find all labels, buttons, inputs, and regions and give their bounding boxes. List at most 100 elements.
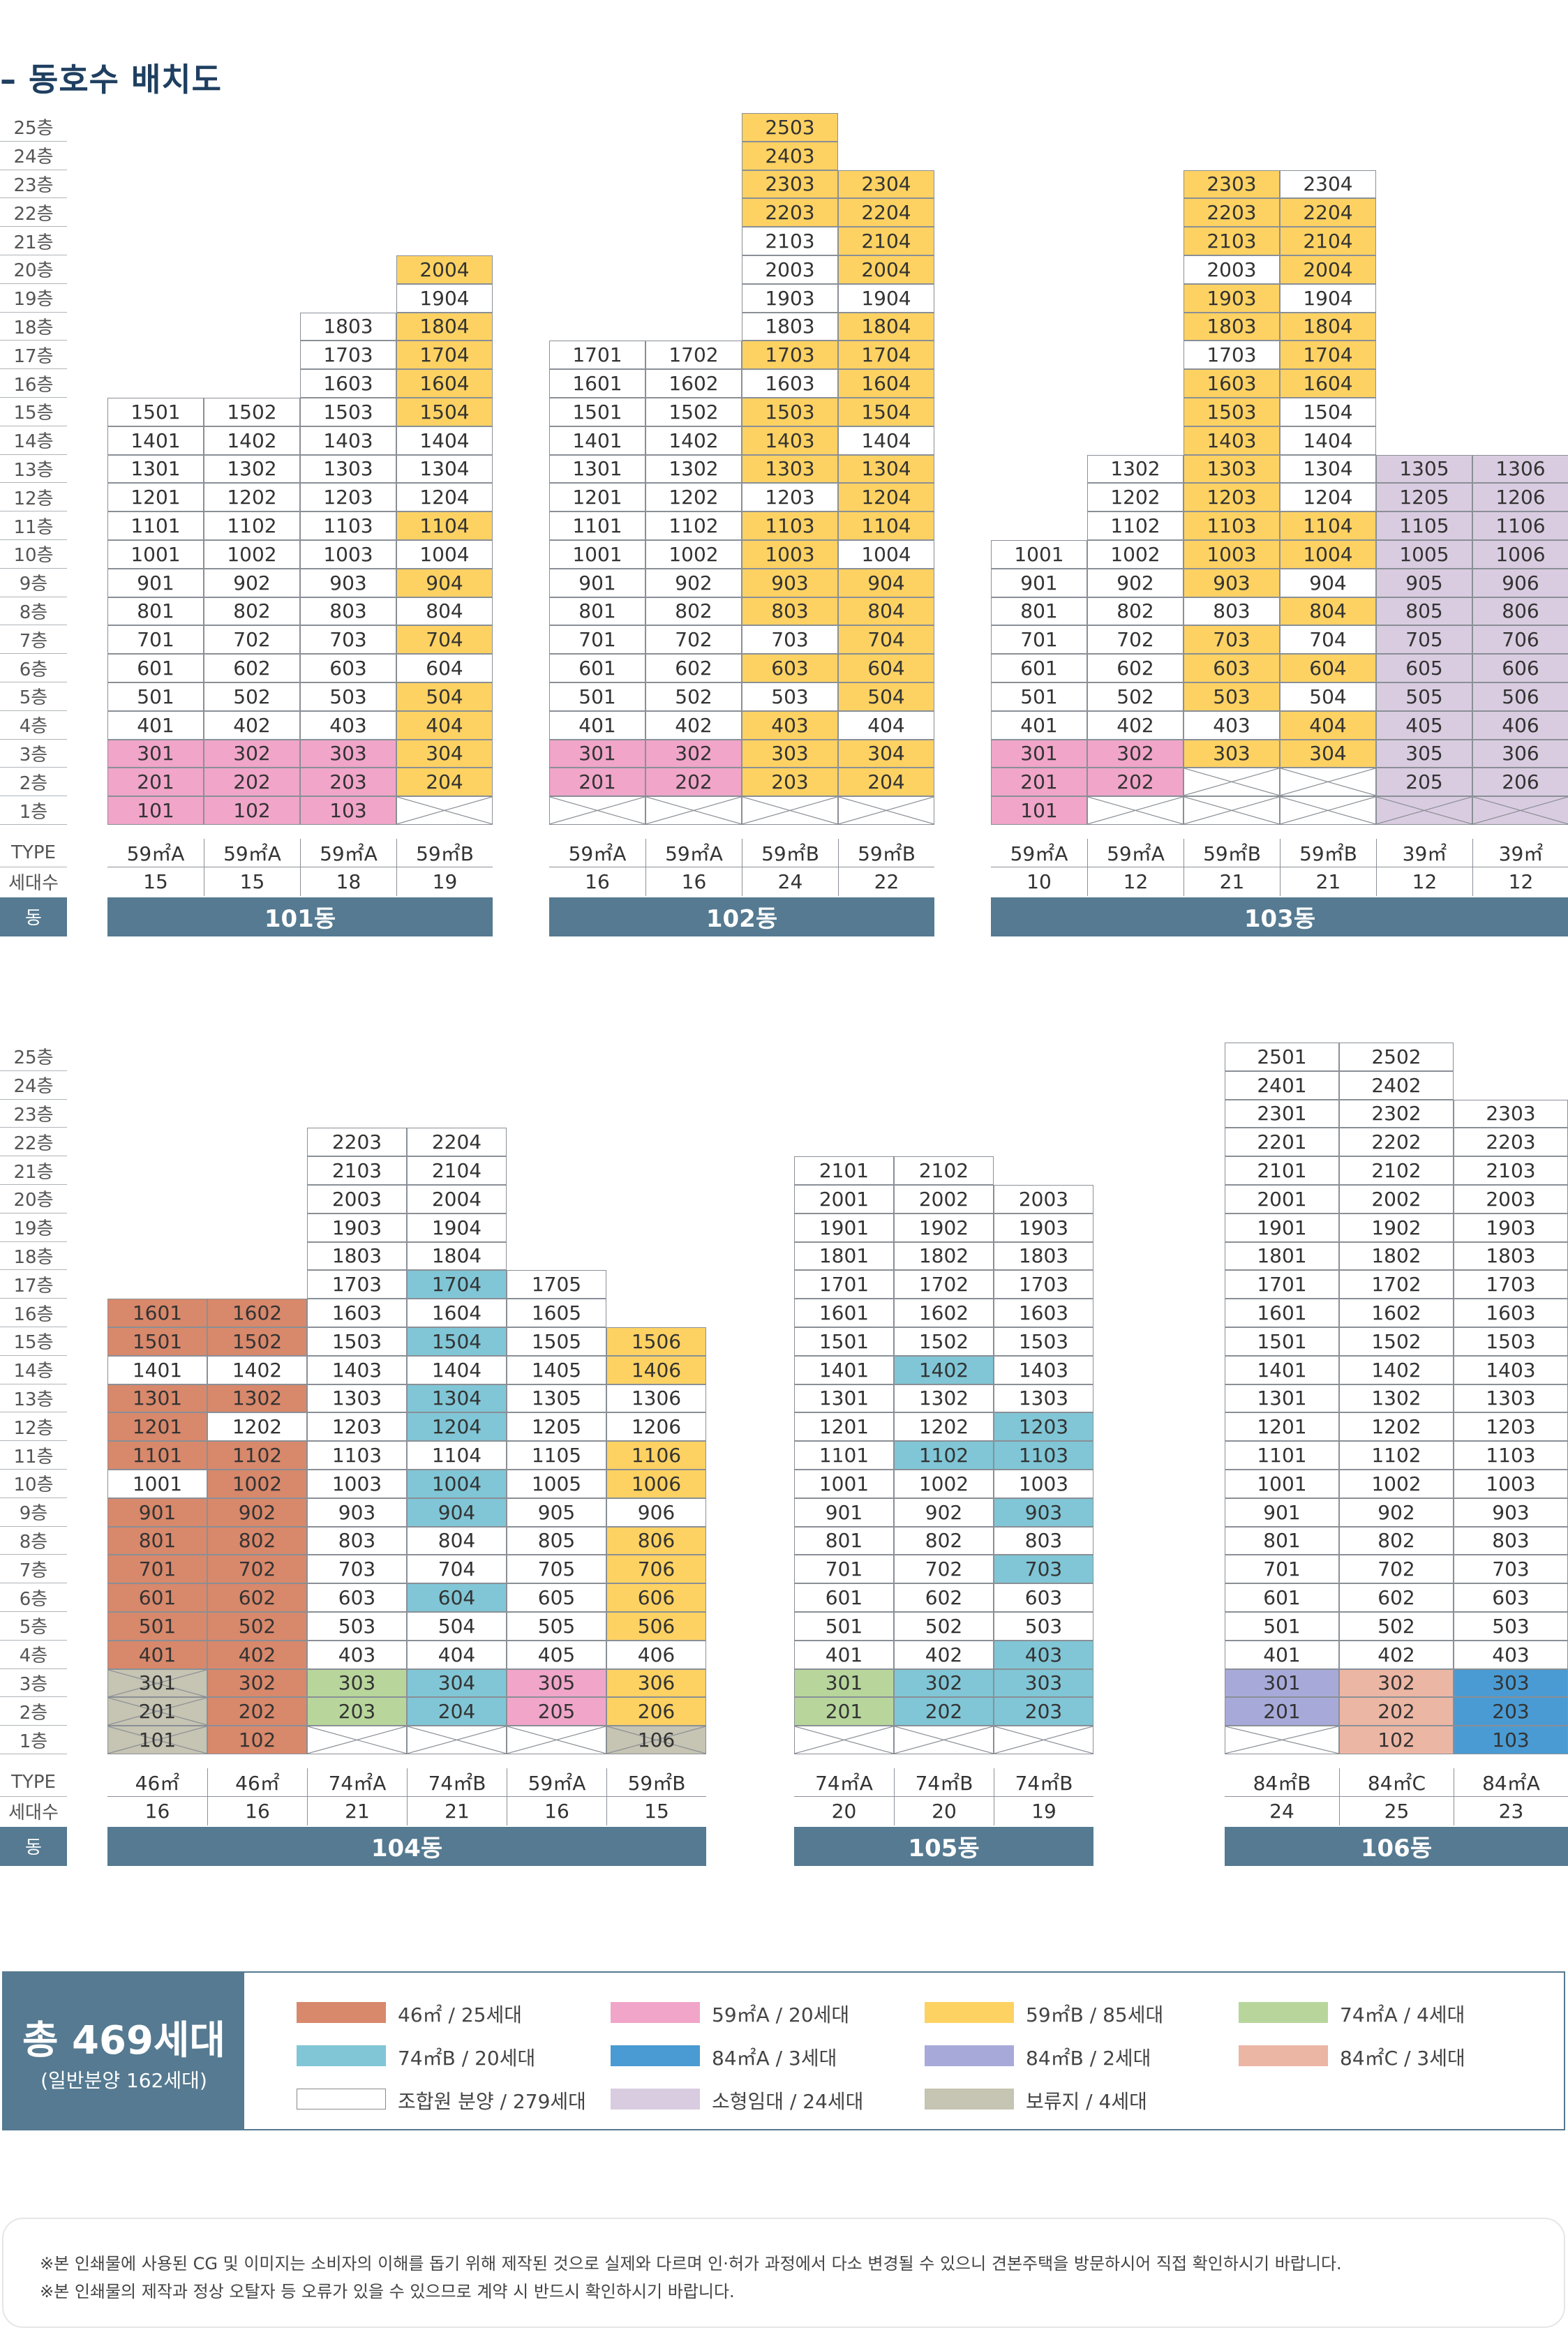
unit-type: 59㎡B bbox=[838, 839, 934, 867]
floor-label: 14층 bbox=[0, 426, 67, 455]
unit-cell: 1703 bbox=[742, 341, 838, 370]
empty-unit-cell bbox=[1184, 796, 1280, 825]
unit-number: 1106 bbox=[631, 1444, 682, 1468]
unit-cell: 401 bbox=[1225, 1640, 1339, 1669]
unit-cell: 1004 bbox=[396, 540, 493, 569]
unit-cell: 1201 bbox=[1225, 1412, 1339, 1442]
unit-number: 1002 bbox=[1371, 1472, 1421, 1495]
unit-number: 301 bbox=[825, 1671, 863, 1695]
unit-number: 804 bbox=[438, 1529, 476, 1553]
unit-number: 1201 bbox=[132, 1415, 183, 1439]
unit-cell: 1904 bbox=[407, 1213, 507, 1242]
unit-cell: 1104 bbox=[1280, 511, 1376, 540]
unit-number: 905 bbox=[1405, 571, 1443, 595]
unit-cell: 206 bbox=[606, 1697, 706, 1726]
floor-label: 4층 bbox=[0, 711, 67, 740]
floor-label: 5층 bbox=[0, 682, 67, 711]
unit-cell: 101 bbox=[107, 796, 204, 825]
unit-number: 1604 bbox=[419, 372, 470, 396]
unit-cell: 1601 bbox=[549, 369, 645, 398]
unit-cell: 1001 bbox=[794, 1470, 894, 1498]
unit-cell: 1002 bbox=[645, 540, 742, 569]
unit-cell: 1903 bbox=[742, 283, 838, 313]
unit-number: 1602 bbox=[918, 1301, 969, 1325]
unit-cell: 601 bbox=[107, 1583, 207, 1612]
unit-cell: 1303 bbox=[1454, 1384, 1568, 1413]
unit-number: 1105 bbox=[531, 1444, 582, 1468]
unit-number: 801 bbox=[1020, 599, 1058, 623]
unit-number: 1501 bbox=[572, 400, 622, 424]
unit-number: 804 bbox=[1309, 599, 1347, 623]
unit-count: 12 bbox=[1376, 867, 1472, 896]
unit-cell: 301 bbox=[991, 739, 1087, 768]
floor-label: 19층 bbox=[0, 284, 67, 313]
unit-number: 1502 bbox=[918, 1329, 969, 1353]
unit-number: 1002 bbox=[1110, 542, 1160, 566]
unit-number: 302 bbox=[1117, 742, 1154, 766]
unit-type: 39㎡ bbox=[1376, 839, 1472, 867]
unit-number: 1603 bbox=[1486, 1301, 1536, 1325]
unit-cell: 1002 bbox=[204, 540, 300, 569]
unit-cell: 1103 bbox=[300, 511, 396, 540]
unit-number: 703 bbox=[1213, 628, 1250, 652]
unit-cell: 703 bbox=[307, 1555, 407, 1584]
unit-number: 306 bbox=[1502, 742, 1539, 766]
unit-cell: 1401 bbox=[107, 426, 204, 455]
unit-cell: 2103 bbox=[307, 1156, 407, 1185]
unit-cell: 203 bbox=[994, 1697, 1093, 1726]
floor-label: 2층 bbox=[0, 1697, 67, 1726]
unit-number: 1501 bbox=[1257, 1329, 1307, 1353]
unit-cell: 904 bbox=[838, 568, 934, 597]
unit-cell: 1501 bbox=[107, 1327, 207, 1356]
unit-number: 1203 bbox=[765, 486, 815, 509]
unit-cell: 804 bbox=[407, 1526, 507, 1555]
unit-cell: 801 bbox=[107, 1526, 207, 1555]
unit-number: 401 bbox=[1263, 1643, 1301, 1666]
unit-count: 15 bbox=[107, 867, 204, 896]
unit-cell: 501 bbox=[794, 1612, 894, 1641]
unit-number: 1703 bbox=[765, 343, 815, 367]
unit-cell: 1304 bbox=[838, 454, 934, 484]
unit-cell: 1301 bbox=[794, 1384, 894, 1413]
unit-number: 1003 bbox=[1018, 1472, 1069, 1495]
unit-cell: 704 bbox=[396, 625, 493, 655]
unit-cell: 1604 bbox=[1280, 369, 1376, 398]
unit-number: 2003 bbox=[1486, 1187, 1536, 1211]
unit-cell: 1204 bbox=[838, 483, 934, 512]
unit-cell: 401 bbox=[549, 710, 645, 740]
unit-cell: 1603 bbox=[1184, 369, 1280, 398]
unit-type: 74㎡B bbox=[994, 1768, 1093, 1797]
unit-number: 1501 bbox=[132, 1329, 183, 1353]
floor-label: 8층 bbox=[0, 597, 67, 626]
unit-number: 202 bbox=[1117, 770, 1154, 794]
floor-label: 9층 bbox=[0, 569, 67, 597]
unit-cell: 702 bbox=[207, 1555, 307, 1584]
unit-number: 1502 bbox=[227, 400, 277, 424]
legend-label: 조합원 분양 / 279세대 bbox=[398, 2090, 586, 2113]
unit-number: 303 bbox=[329, 742, 367, 766]
unit-cell: 605 bbox=[1376, 654, 1472, 682]
unit-number: 1304 bbox=[419, 457, 470, 481]
legend-label: 74㎡B / 20세대 bbox=[398, 2047, 536, 2070]
unit-number: 1104 bbox=[861, 514, 911, 538]
unit-type: 74㎡B bbox=[407, 1768, 507, 1797]
unit-number: 1603 bbox=[1018, 1301, 1069, 1325]
empty-unit-cell bbox=[1087, 796, 1184, 825]
unit-number: 504 bbox=[438, 1614, 476, 1638]
unit-cell: 1602 bbox=[1339, 1299, 1454, 1327]
legend-label: 84㎡A / 3세대 bbox=[712, 2047, 837, 2070]
unit-number: 2002 bbox=[918, 1187, 969, 1211]
unit-cell: 302 bbox=[645, 739, 742, 768]
unit-number: 1203 bbox=[1207, 486, 1257, 509]
unit-number: 1302 bbox=[1371, 1387, 1421, 1410]
unit-cell: 602 bbox=[645, 654, 742, 682]
unit-cell: 1502 bbox=[207, 1327, 307, 1356]
unit-number: 601 bbox=[825, 1586, 863, 1610]
unit-cell: 2003 bbox=[994, 1185, 1093, 1213]
unit-cell: 1201 bbox=[549, 483, 645, 512]
unit-number: 1703 bbox=[1486, 1273, 1536, 1297]
unit-number: 502 bbox=[1117, 685, 1154, 708]
unit-number: 704 bbox=[867, 628, 905, 652]
units-label: 세대수 bbox=[8, 1802, 59, 1823]
unit-number: 2302 bbox=[1371, 1102, 1421, 1126]
